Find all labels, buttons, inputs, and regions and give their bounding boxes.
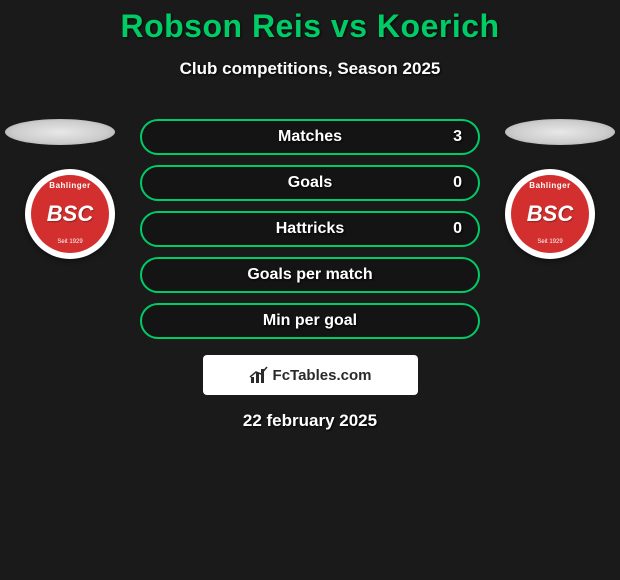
content-area: Bahlinger BSC Seit 1929 Bahlinger BSC Se… <box>0 119 620 431</box>
bar-chart-icon <box>249 366 269 384</box>
stat-value-right: 0 <box>453 220 462 238</box>
stat-label: Hattricks <box>276 220 344 238</box>
player-photo-placeholder-left <box>5 119 115 145</box>
badge-bottom-text: Seit 1929 <box>57 239 82 245</box>
subtitle: Club competitions, Season 2025 <box>0 59 620 79</box>
stat-row-goals: Goals 0 <box>140 165 480 201</box>
stat-label: Matches <box>278 128 342 146</box>
stat-row-hattricks: Hattricks 0 <box>140 211 480 247</box>
stat-label: Goals <box>288 174 332 192</box>
page-title: Robson Reis vs Koerich <box>0 0 620 45</box>
stat-value-right: 0 <box>453 174 462 192</box>
brand-footer: FcTables.com <box>203 355 418 395</box>
badge-main-text: BSC <box>47 203 93 225</box>
badge-inner-circle: Bahlinger BSC Seit 1929 <box>511 175 589 253</box>
stat-label: Min per goal <box>263 312 357 330</box>
badge-outer-ring: Bahlinger BSC Seit 1929 <box>505 169 595 259</box>
club-badge-right: Bahlinger BSC Seit 1929 <box>505 169 595 259</box>
stat-row-matches: Matches 3 <box>140 119 480 155</box>
badge-main-text: BSC <box>527 203 573 225</box>
badge-inner-circle: Bahlinger BSC Seit 1929 <box>31 175 109 253</box>
stat-row-goals-per-match: Goals per match <box>140 257 480 293</box>
stat-value-right: 3 <box>453 128 462 146</box>
brand-name: FcTables.com <box>273 367 372 384</box>
badge-bottom-text: Seit 1929 <box>537 239 562 245</box>
player-photo-placeholder-right <box>505 119 615 145</box>
badge-top-text: Bahlinger <box>529 181 570 190</box>
stat-label: Goals per match <box>247 266 372 284</box>
stat-row-min-per-goal: Min per goal <box>140 303 480 339</box>
stats-bars: Matches 3 Goals 0 Hattricks 0 Goals per … <box>140 119 480 339</box>
date-label: 22 february 2025 <box>0 411 620 431</box>
club-badge-left: Bahlinger BSC Seit 1929 <box>25 169 115 259</box>
badge-top-text: Bahlinger <box>49 181 90 190</box>
badge-outer-ring: Bahlinger BSC Seit 1929 <box>25 169 115 259</box>
